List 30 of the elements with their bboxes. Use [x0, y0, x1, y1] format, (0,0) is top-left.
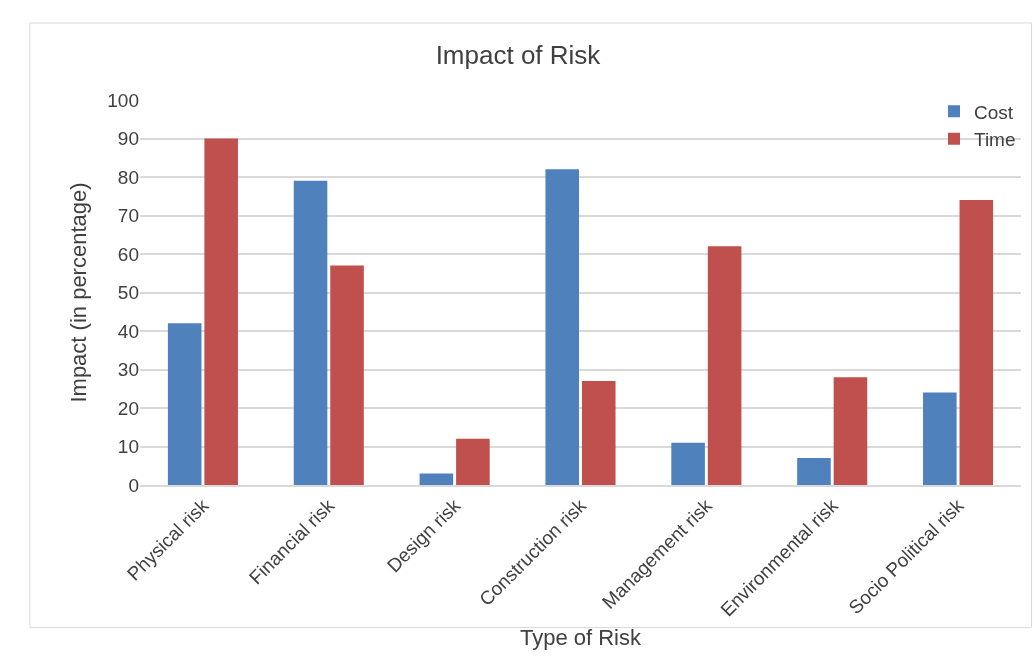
bar [923, 392, 957, 485]
y-tick-label: 30 [117, 359, 139, 381]
x-axis-title: Type of Risk [519, 624, 643, 650]
y-tick-label: 0 [128, 474, 139, 496]
y-tick-label: 50 [117, 282, 139, 304]
chart-title: Impact of Risk [435, 40, 602, 71]
bar [959, 200, 994, 485]
y-tick-label: 80 [117, 166, 139, 188]
y-tick-label: 20 [117, 397, 139, 419]
bar [293, 180, 328, 485]
bar [167, 323, 202, 485]
bar [833, 377, 868, 485]
bar [707, 246, 742, 485]
bar [671, 442, 705, 485]
legend-label: Time [974, 129, 1016, 151]
y-tick-label: 60 [117, 243, 139, 265]
y-tick-label: 70 [117, 205, 139, 227]
y-axis-title: Impact (in percentage) [66, 182, 92, 403]
bar [419, 473, 454, 485]
bar [581, 381, 616, 485]
y-tick-label: 40 [117, 320, 139, 342]
y-tick-label: 10 [117, 436, 139, 458]
y-tick-label: 100 [107, 89, 139, 111]
legend-label: Cost [974, 101, 1014, 123]
bar [204, 138, 238, 485]
bar [330, 265, 364, 485]
bar [456, 438, 490, 485]
y-tick-label: 90 [117, 128, 139, 150]
bar [545, 169, 580, 485]
bar [797, 458, 831, 485]
